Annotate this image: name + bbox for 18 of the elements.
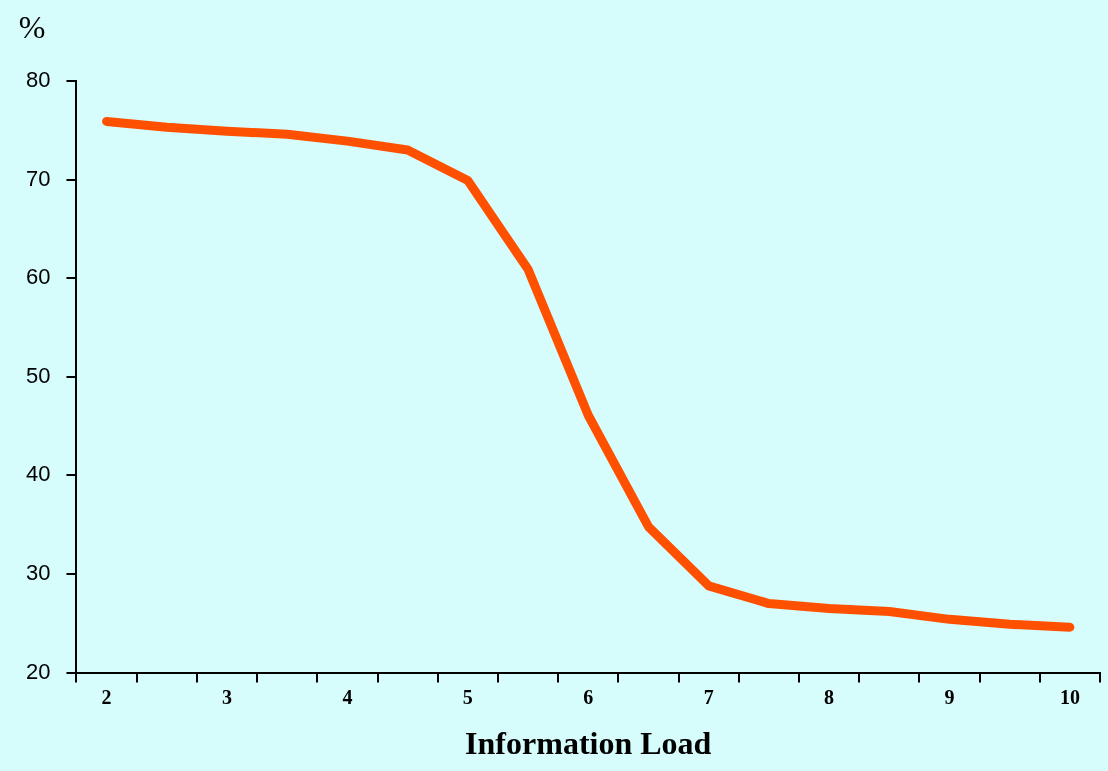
y-tick-label: 60 [25, 264, 51, 290]
y-tick-label: 20 [25, 658, 51, 684]
x-tick-label: 2 [101, 685, 112, 708]
x-tick-label: 3 [221, 685, 232, 708]
x-tick-label: 6 [583, 685, 594, 708]
x-tick-label: 8 [824, 685, 835, 708]
x-tick-label: 7 [703, 685, 714, 708]
y-axis-title: % [18, 9, 46, 46]
x-tick-label: 10 [1059, 685, 1080, 708]
y-tick-label: 50 [25, 362, 51, 388]
y-tick-label: 80 [25, 67, 51, 93]
x-tick-label: 4 [342, 685, 353, 708]
y-tick-label: 40 [25, 461, 51, 487]
x-tick-label: 9 [944, 685, 955, 708]
x-tick-label: 5 [462, 685, 473, 708]
x-axis-title: Information Load [465, 725, 712, 762]
y-tick-label: 70 [25, 165, 51, 191]
y-tick-label: 30 [25, 560, 51, 586]
